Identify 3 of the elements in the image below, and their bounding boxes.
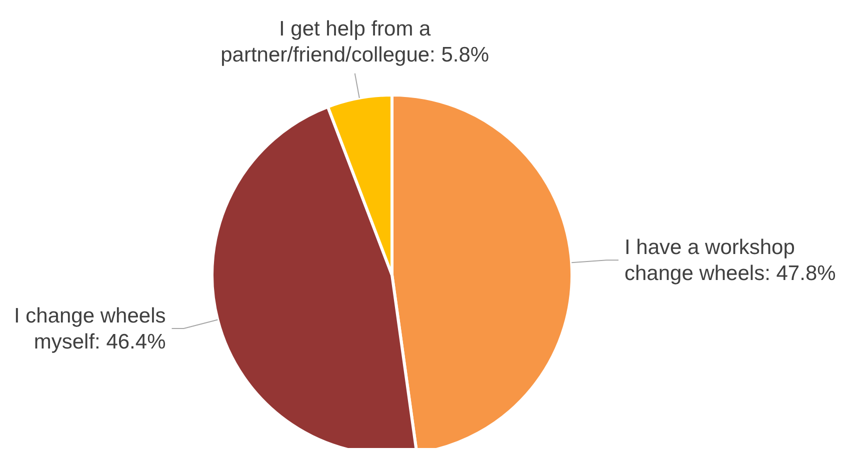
slice-label: I change wheels myself: 46.4% (14, 304, 166, 354)
slice-label: I have a workshop change wheels: 47.8% (624, 236, 836, 286)
slice-label: I get help from a partner/friend/collegue: 5.8% (220, 17, 490, 66)
